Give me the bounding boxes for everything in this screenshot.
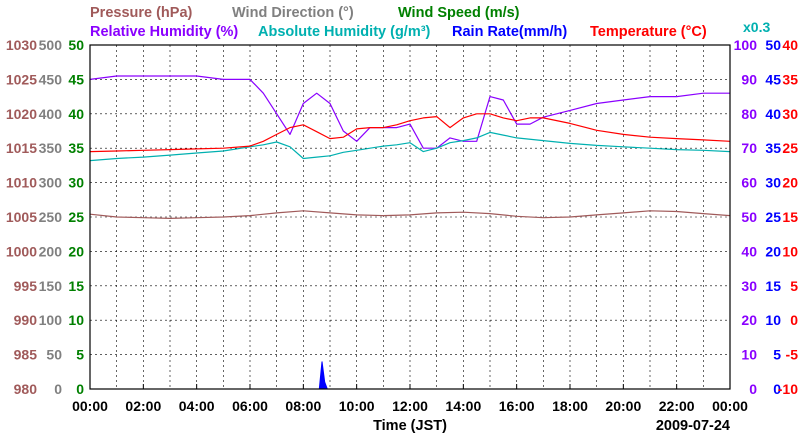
- x-axis-label: Time (JST): [373, 418, 447, 434]
- legend-wind-speed: Wind Speed (m/s): [398, 5, 520, 21]
- right-tick-label: 60: [741, 175, 757, 191]
- right-tick-label: 40: [741, 243, 757, 259]
- left-tick-label: 15: [68, 278, 84, 294]
- series-relative-humidity: [89, 75, 730, 149]
- right-tick-label: 25: [765, 209, 781, 225]
- left-tick-label: 350: [39, 140, 63, 156]
- right-tick-label: 10: [782, 243, 798, 259]
- right-tick-label: 40: [782, 37, 798, 53]
- x-tick-label: 08:00: [285, 398, 321, 414]
- right-tick-label: 40: [765, 106, 781, 122]
- left-tick-label: 200: [39, 243, 63, 259]
- right-tick-label: 5: [790, 278, 798, 294]
- left-tick-label: 50: [68, 37, 84, 53]
- right-tick-label: 30: [741, 278, 757, 294]
- left-tick-label: 1005: [6, 209, 37, 225]
- right-tick-label: 90: [741, 71, 757, 87]
- absolute-humidity-scale-label: x0.3: [743, 19, 770, 35]
- x-tick-label: 00:00: [712, 398, 748, 414]
- legend-relative-humidity: Relative Humidity (%): [90, 24, 238, 40]
- left-tick-label: 20: [68, 243, 84, 259]
- x-tick-label: 00:00: [72, 398, 108, 414]
- right-tick-label: -5: [786, 347, 799, 363]
- left-tick-label: 30: [68, 175, 84, 191]
- right-tick-label: 0: [749, 381, 757, 397]
- legend-absolute-humidity: Absolute Humidity (g/m³): [258, 24, 431, 40]
- right-tick-label: 15: [782, 209, 798, 225]
- right-tick-label: 0: [773, 381, 781, 397]
- left-tick-label: 300: [39, 175, 63, 191]
- legend-pressure: Pressure (hPa): [90, 5, 193, 21]
- right-tick-label: 0: [790, 312, 798, 328]
- left-tick-label: 10: [68, 312, 84, 328]
- x-tick-label: 20:00: [605, 398, 641, 414]
- x-tick-label: 14:00: [445, 398, 481, 414]
- x-tick-label: 04:00: [179, 398, 215, 414]
- x-tick-label: 10:00: [339, 398, 375, 414]
- left-tick-label: 50: [46, 347, 62, 363]
- left-tick-label: 40: [68, 106, 84, 122]
- x-tick-label: 12:00: [392, 398, 428, 414]
- right-tick-label: 50: [765, 37, 781, 53]
- right-tick-label: 20: [741, 312, 757, 328]
- x-tick-label: 02:00: [125, 398, 161, 414]
- right-tick-label: 100: [734, 37, 758, 53]
- right-tick-label: 50: [741, 209, 757, 225]
- left-tick-label: 0: [76, 381, 84, 397]
- left-tick-label: 980: [14, 381, 38, 397]
- left-tick-label: 1000: [6, 243, 37, 259]
- right-tick-label: -10: [778, 381, 798, 397]
- chart-date: 2009-07-24: [656, 418, 730, 434]
- grid: [90, 45, 730, 389]
- right-tick-label: 10: [765, 312, 781, 328]
- series-absolute-humidity: [89, 131, 731, 162]
- series-temperature: [89, 113, 731, 153]
- right-tick-label: 80: [741, 106, 757, 122]
- legend-temperature: Temperature (°C): [590, 24, 707, 40]
- left-tick-label: 1015: [6, 140, 37, 156]
- left-tick-label: 990: [14, 312, 38, 328]
- left-tick-label: 400: [39, 106, 63, 122]
- series-pressure: [89, 210, 731, 219]
- right-tick-label: 15: [765, 278, 781, 294]
- left-tick-label: 1030: [6, 37, 37, 53]
- x-tick-label: 22:00: [659, 398, 695, 414]
- right-tick-label: 30: [765, 175, 781, 191]
- right-tick-label: 20: [765, 243, 781, 259]
- right-tick-label: 10: [741, 347, 757, 363]
- left-tick-label: 450: [39, 71, 63, 87]
- left-tick-label: 985: [14, 347, 38, 363]
- legend-rain-rate: Rain Rate(mm/h): [452, 24, 567, 40]
- right-tick-label: 25: [782, 140, 798, 156]
- left-tick-label: 100: [39, 312, 63, 328]
- left-tick-label: 1025: [6, 71, 37, 87]
- left-tick-label: 25: [68, 209, 84, 225]
- right-tick-label: 5: [773, 347, 781, 363]
- left-tick-label: 1020: [6, 106, 37, 122]
- left-tick-label: 250: [39, 209, 63, 225]
- left-tick-label: 0: [54, 381, 62, 397]
- right-tick-label: 30: [782, 106, 798, 122]
- x-tick-label: 16:00: [499, 398, 535, 414]
- right-tick-label: 35: [765, 140, 781, 156]
- x-tick-label: 06:00: [232, 398, 268, 414]
- legend: Pressure (hPa) Wind Direction (°) Wind S…: [90, 5, 770, 40]
- left-tick-label: 35: [68, 140, 84, 156]
- left-tick-label: 150: [39, 278, 63, 294]
- right-tick-label: 45: [765, 71, 781, 87]
- legend-wind-direction: Wind Direction (°): [232, 5, 354, 21]
- right-tick-label: 20: [782, 175, 798, 191]
- left-tick-label: 1010: [6, 175, 37, 191]
- axes-text: 9809859909951000100510101015102010251030…: [6, 37, 798, 414]
- left-tick-label: 500: [39, 37, 63, 53]
- left-tick-label: 5: [76, 347, 84, 363]
- x-tick-label: 18:00: [552, 398, 588, 414]
- right-tick-label: 35: [782, 71, 798, 87]
- left-tick-label: 995: [14, 278, 38, 294]
- right-tick-label: 70: [741, 140, 757, 156]
- left-tick-label: 45: [68, 71, 84, 87]
